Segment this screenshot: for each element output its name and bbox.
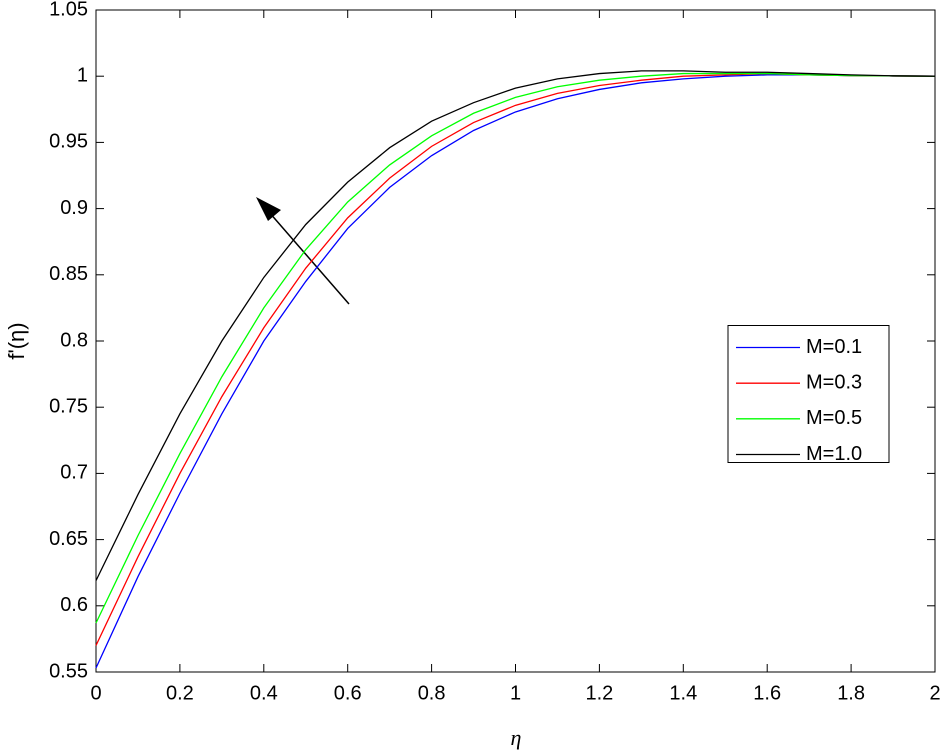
annotation-arrow (256, 197, 350, 305)
x-axis-label: η (511, 725, 522, 750)
x-tick-label: 1 (510, 682, 521, 704)
line (95, 72, 936, 624)
legend: M=0.1 M=0.3 M=0.5 M=1.0 (727, 325, 890, 465)
y-tick-label: 1.05 (49, 0, 88, 20)
y-tick-label: 0.9 (60, 197, 88, 219)
y-tick-label: 1 (77, 64, 88, 86)
x-tick-label: 0.6 (334, 682, 362, 704)
legend-box (727, 325, 890, 463)
legend-label: M=1.0 (806, 443, 862, 465)
legend-label: M=0.1 (806, 336, 862, 358)
x-tick-label: 0.2 (166, 682, 194, 704)
x-tick-label: 1.2 (585, 682, 613, 704)
y-tick-label: 0.65 (49, 528, 88, 550)
y-tick-label: 0.85 (49, 263, 88, 285)
y-tick-label: 0.55 (49, 660, 88, 682)
y-tick-label: 0.75 (49, 395, 88, 417)
x-tick-label: 0 (90, 682, 101, 704)
x-tick-label: 0.4 (250, 682, 278, 704)
x-tick-label: 2 (929, 682, 940, 704)
x-tick-label: 0.8 (418, 682, 446, 704)
y-tick-label: 0.95 (49, 131, 88, 153)
x-tick-label: 1.4 (669, 682, 697, 704)
y-tick-label: 0.8 (60, 329, 88, 351)
line (95, 70, 936, 581)
x-tick-label: 1.6 (753, 682, 781, 704)
legend-label: M=0.5 (806, 407, 862, 429)
legend-label: M=0.3 (806, 371, 862, 393)
x-tick-label: 1.8 (837, 682, 865, 704)
y-axis-label: f'(η) (4, 322, 29, 359)
y-tick-label: 0.7 (60, 462, 88, 484)
y-tick-label: 0.6 (60, 594, 88, 616)
